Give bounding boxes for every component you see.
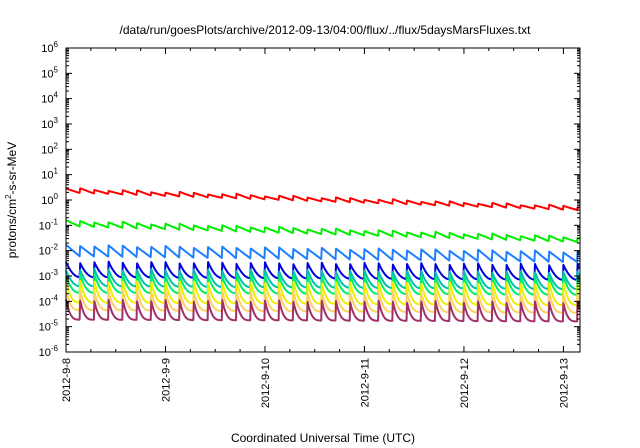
x-tick-label: 2012-9-9: [160, 358, 172, 402]
y-tick-label-base: 10: [39, 296, 51, 308]
chart-title: /data/run/goesPlots/archive/2012-09-13/0…: [120, 23, 532, 37]
series-line-5: [65, 267, 581, 291]
y-tick-label-exponent: -4: [51, 293, 59, 302]
y-tick-label-exponent: 3: [54, 116, 59, 125]
y-tick-label-base: 10: [41, 43, 53, 55]
y-tick-label-base: 10: [41, 94, 53, 106]
y-tick-label-exponent: 5: [54, 65, 59, 74]
y-tick-label-exponent: -1: [51, 217, 59, 226]
y-tick-label: 103: [41, 116, 58, 131]
y-tick-label-base: 10: [39, 347, 51, 359]
y-axis-title: protons/cm2-s-sr-MeV: [4, 142, 19, 258]
series-group: [65, 187, 581, 323]
y-tick-label-exponent: 1: [54, 167, 59, 176]
y-axis-title-suffix: -s-sr-MeV: [5, 142, 19, 195]
y-tick-label: 105: [41, 65, 58, 80]
y-tick-label-base: 10: [41, 170, 53, 182]
series-line-8: [65, 289, 581, 314]
series-line-3: [65, 243, 580, 263]
y-tick-label: 104: [41, 91, 58, 106]
y-tick-label-base: 10: [41, 119, 53, 131]
y-tick-label-base: 10: [41, 144, 53, 156]
y-axis-title-prefix: protons/cm: [5, 199, 19, 258]
y-tick-label-exponent: -3: [51, 268, 59, 277]
series-line-4: [65, 260, 581, 281]
y-tick-label: 106: [41, 40, 58, 55]
y-axis-title-superscript: 2: [4, 194, 13, 199]
y-tick-label-exponent: 6: [54, 40, 59, 49]
y-tick-label-exponent: -5: [51, 319, 59, 328]
x-tick-label: 2012-9-13: [558, 358, 570, 408]
series-line-1: [65, 187, 580, 212]
y-tick-label: 102: [41, 141, 58, 156]
x-tick-label: 2012-9-8: [61, 358, 73, 402]
x-axis: 2012-9-8 2012-9-9 2012-9-10 2012-9-11 2012-9…: [61, 48, 570, 408]
y-tick-label-base: 10: [41, 195, 53, 207]
y-tick-label-base: 10: [41, 68, 53, 80]
series-line-9: [65, 298, 581, 323]
y-tick-label: 10-1: [39, 217, 59, 232]
y-tick-label: 10-3: [39, 268, 59, 283]
y-tick-label-base: 10: [39, 271, 51, 283]
y-tick-label-exponent: -2: [51, 243, 59, 252]
y-tick-label-base: 10: [39, 246, 51, 258]
x-axis-title: Coordinated Universal Time (UTC): [231, 431, 415, 445]
series-line-6: [65, 273, 581, 296]
y-tick-label: 100: [41, 192, 58, 207]
x-tick-label: 2012-9-11: [359, 358, 371, 407]
x-tick-label: 2012-9-10: [260, 358, 272, 408]
y-tick-label-exponent: 0: [54, 192, 59, 201]
series-line-2: [65, 219, 580, 243]
y-tick-label: 10-4: [39, 293, 59, 308]
y-tick-label: 10-2: [39, 243, 59, 258]
y-tick-label-base: 10: [39, 322, 51, 334]
y-tick-label: 10-6: [39, 344, 59, 359]
y-tick-label-base: 10: [39, 220, 51, 232]
y-axis: 10-610-510-410-310-210-11001011021031041…: [39, 40, 580, 359]
y-tick-label-exponent: 4: [54, 91, 59, 100]
y-tick-label: 101: [41, 167, 58, 182]
y-tick-label-exponent: 2: [54, 141, 59, 150]
y-tick-label-exponent: -6: [51, 344, 59, 353]
series-line-7: [65, 279, 581, 307]
x-tick-label: 2012-9-12: [459, 358, 471, 408]
y-tick-label: 10-5: [39, 319, 59, 334]
